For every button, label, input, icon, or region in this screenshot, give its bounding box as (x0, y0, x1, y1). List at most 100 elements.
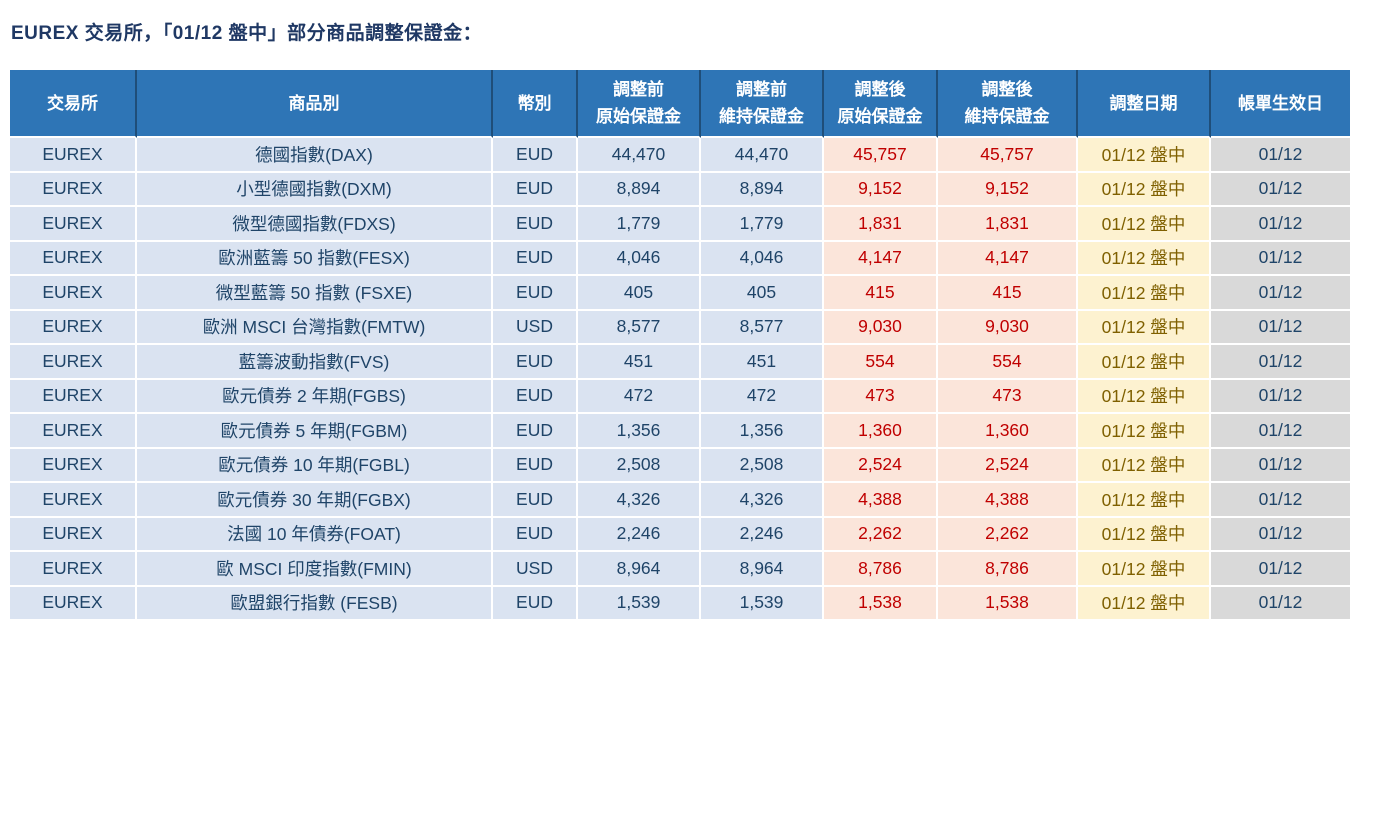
cell-pre-initial-margin: 4,326 (578, 483, 701, 518)
cell-currency: EUD (493, 172, 578, 207)
cell-adjust-date: 01/12 盤中 (1078, 207, 1211, 242)
cell-pre-initial-margin: 1,356 (578, 414, 701, 449)
cell-exchange: EUREX (10, 345, 137, 380)
table-row: EUREX 歐洲藍籌 50 指數(FESX) EUD 4,046 4,046 4,147 4… (10, 241, 1350, 276)
cell-pre-initial-margin: 451 (578, 345, 701, 380)
cell-pre-initial-margin: 8,964 (578, 552, 701, 587)
cell-post-maintenance-margin: 2,262 (938, 517, 1078, 552)
cell-product: 法國 10 年債券(FOAT) (137, 517, 493, 552)
table-row: EUREX 歐 MSCI 印度指數(FMIN) USD 8,964 8,964 8,786… (10, 552, 1350, 587)
cell-exchange: EUREX (10, 241, 137, 276)
cell-pre-initial-margin: 8,577 (578, 310, 701, 345)
cell-product: 歐元債券 10 年期(FGBL) (137, 448, 493, 483)
cell-pre-maintenance-margin: 1,779 (701, 207, 824, 242)
cell-effective-date: 01/12 (1211, 138, 1350, 173)
cell-currency: EUD (493, 345, 578, 380)
table-row: EUREX 歐元債券 30 年期(FGBX) EUD 4,326 4,326 4,388 4… (10, 483, 1350, 518)
cell-exchange: EUREX (10, 138, 137, 173)
col-header-label: 維持保證金 (719, 107, 804, 126)
col-header-label: 維持保證金 (964, 107, 1050, 126)
cell-currency: EUD (493, 517, 578, 552)
cell-product: 歐洲藍籌 50 指數(FESX) (137, 241, 493, 276)
cell-post-initial-margin: 9,152 (824, 172, 938, 207)
margin-adjustment-table: 交易所 商品別 幣別 調整前 原始保證金 調整前 維持保證金 調整後 原始保證金 調整後 維持保證金… (10, 70, 1350, 621)
cell-pre-initial-margin: 405 (578, 276, 701, 311)
table-row: EUREX 歐洲 MSCI 台灣指數(FMTW) USD 8,577 8,577 9,03… (10, 310, 1350, 345)
col-header-post-initial-margin: 調整後 原始保證金 (824, 70, 938, 138)
cell-post-initial-margin: 9,030 (824, 310, 938, 345)
cell-post-initial-margin: 4,147 (824, 241, 938, 276)
cell-post-maintenance-margin: 1,831 (938, 207, 1078, 242)
cell-exchange: EUREX (10, 448, 137, 483)
table-header: 交易所 商品別 幣別 調整前 原始保證金 調整前 維持保證金 調整後 原始保證金 調整後 維持保證金… (10, 70, 1350, 138)
cell-pre-maintenance-margin: 8,964 (701, 552, 824, 587)
cell-adjust-date: 01/12 盤中 (1078, 310, 1211, 345)
cell-pre-initial-margin: 1,779 (578, 207, 701, 242)
page-title: EUREX 交易所，「01/12 盤中」部分商品調整保證金： (11, 23, 483, 44)
cell-currency: USD (493, 310, 578, 345)
cell-pre-maintenance-margin: 2,246 (701, 517, 824, 552)
cell-pre-maintenance-margin: 472 (701, 379, 824, 414)
cell-currency: EUD (493, 276, 578, 311)
col-header-exchange: 交易所 (10, 70, 137, 138)
cell-post-initial-margin: 473 (824, 379, 938, 414)
col-header-pre-maintenance-margin: 調整前 維持保證金 (701, 70, 824, 138)
table-body: EUREX 德國指數(DAX) EUD 44,470 44,470 45,757 45,75… (10, 138, 1350, 621)
cell-post-maintenance-margin: 9,030 (938, 310, 1078, 345)
col-header-label: 調整後 (981, 80, 1033, 99)
cell-product: 微型德國指數(FDXS) (137, 207, 493, 242)
cell-product: 德國指數(DAX) (137, 138, 493, 173)
cell-exchange: EUREX (10, 310, 137, 345)
cell-effective-date: 01/12 (1211, 586, 1350, 621)
cell-adjust-date: 01/12 盤中 (1078, 276, 1211, 311)
cell-product: 藍籌波動指數(FVS) (137, 345, 493, 380)
cell-product: 歐元債券 30 年期(FGBX) (137, 483, 493, 518)
cell-product: 歐元債券 2 年期(FGBS) (137, 379, 493, 414)
cell-post-initial-margin: 4,388 (824, 483, 938, 518)
cell-effective-date: 01/12 (1211, 414, 1350, 449)
cell-post-initial-margin: 415 (824, 276, 938, 311)
cell-effective-date: 01/12 (1211, 310, 1350, 345)
cell-pre-initial-margin: 8,894 (578, 172, 701, 207)
cell-exchange: EUREX (10, 552, 137, 587)
cell-post-maintenance-margin: 4,147 (938, 241, 1078, 276)
cell-product: 歐 MSCI 印度指數(FMIN) (137, 552, 493, 587)
cell-pre-maintenance-margin: 1,356 (701, 414, 824, 449)
col-header-label: 調整日期 (1109, 93, 1178, 113)
table-row: EUREX 歐元債券 5 年期(FGBM) EUD 1,356 1,356 1,360 1,… (10, 414, 1350, 449)
cell-pre-maintenance-margin: 2,508 (701, 448, 824, 483)
cell-post-maintenance-margin: 473 (938, 379, 1078, 414)
cell-adjust-date: 01/12 盤中 (1078, 586, 1211, 621)
cell-adjust-date: 01/12 盤中 (1078, 517, 1211, 552)
cell-currency: EUD (493, 586, 578, 621)
cell-post-maintenance-margin: 1,538 (938, 586, 1078, 621)
cell-pre-maintenance-margin: 8,894 (701, 172, 824, 207)
col-header-label: 原始保證金 (837, 107, 923, 126)
cell-post-maintenance-margin: 4,388 (938, 483, 1078, 518)
col-header-label: 調整後 (854, 80, 906, 99)
cell-post-initial-margin: 554 (824, 345, 938, 380)
cell-currency: EUD (493, 241, 578, 276)
cell-pre-initial-margin: 2,508 (578, 448, 701, 483)
cell-exchange: EUREX (10, 483, 137, 518)
cell-product: 歐元債券 5 年期(FGBM) (137, 414, 493, 449)
table-row: EUREX 歐元債券 2 年期(FGBS) EUD 472 472 473 473 01/12… (10, 379, 1350, 414)
table-row: EUREX 法國 10 年債券(FOAT) EUD 2,246 2,246 2,262 2,… (10, 517, 1350, 552)
col-header-product: 商品別 (137, 70, 493, 138)
cell-effective-date: 01/12 (1211, 172, 1350, 207)
cell-post-maintenance-margin: 1,360 (938, 414, 1078, 449)
cell-pre-maintenance-margin: 44,470 (701, 138, 824, 173)
cell-exchange: EUREX (10, 414, 137, 449)
cell-pre-initial-margin: 4,046 (578, 241, 701, 276)
cell-currency: USD (493, 552, 578, 587)
cell-exchange: EUREX (10, 207, 137, 242)
cell-effective-date: 01/12 (1211, 483, 1350, 518)
cell-adjust-date: 01/12 盤中 (1078, 483, 1211, 518)
col-header-post-maintenance-margin: 調整後 維持保證金 (938, 70, 1078, 138)
table-row: EUREX 微型藍籌 50 指數 (FSXE) EUD 405 405 415 415 01/… (10, 276, 1350, 311)
col-header-adjust-date: 調整日期 (1078, 70, 1211, 138)
cell-post-initial-margin: 1,538 (824, 586, 938, 621)
cell-effective-date: 01/12 (1211, 241, 1350, 276)
cell-adjust-date: 01/12 盤中 (1078, 414, 1211, 449)
cell-post-initial-margin: 1,831 (824, 207, 938, 242)
